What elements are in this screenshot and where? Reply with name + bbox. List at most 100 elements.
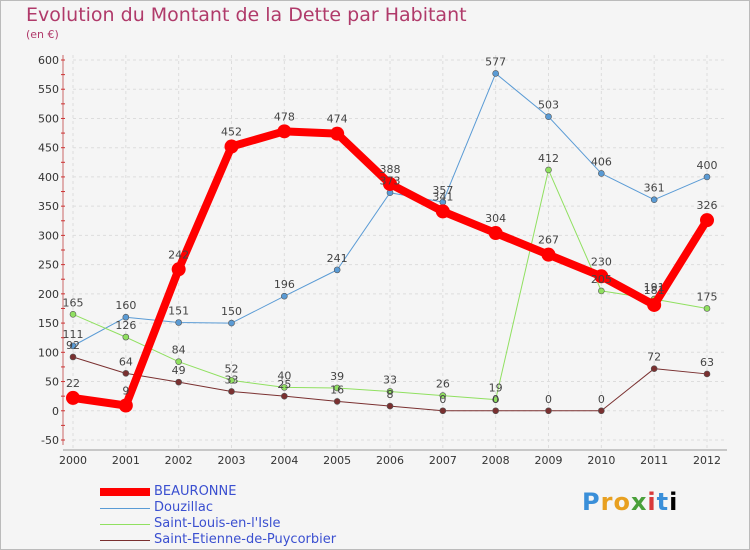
data-label: 205	[591, 273, 612, 286]
x-tick-label: 2003	[218, 454, 246, 467]
y-tick-label: 300	[38, 229, 59, 242]
y-tick-label: 200	[38, 288, 59, 301]
data-label: 503	[538, 99, 559, 112]
y-tick-label: 50	[45, 376, 59, 389]
data-point	[69, 342, 77, 350]
data-point	[122, 370, 130, 377]
y-tick-label: 100	[38, 346, 59, 359]
data-point	[122, 333, 130, 341]
data-label: 9	[122, 385, 129, 398]
legend-label: Saint-Louis-en-l'Isle	[154, 516, 281, 531]
data-label: 0	[598, 393, 605, 406]
data-label: 175	[697, 290, 718, 303]
y-tick-label: 0	[52, 405, 59, 418]
legend-label: Saint-Etienne-de-Puycorbier	[154, 532, 337, 547]
data-label: 0	[492, 393, 499, 406]
y-tick-label: 550	[38, 83, 59, 96]
data-label: 84	[172, 344, 186, 357]
y-tick-label: 500	[38, 112, 59, 125]
data-label: 361	[644, 182, 665, 195]
x-tick-label: 2011	[640, 454, 668, 467]
data-label: 22	[66, 377, 80, 390]
data-point	[439, 392, 447, 399]
data-point	[122, 313, 130, 321]
x-tick-label: 2004	[270, 454, 298, 467]
legend-label: BEAURONNE	[154, 484, 237, 499]
x-tick-label: 2002	[165, 454, 193, 467]
data-point	[228, 388, 235, 395]
data-label: 126	[115, 319, 136, 332]
data-point	[69, 353, 77, 361]
chart-unit: (en €)	[26, 28, 59, 41]
data-label: 230	[591, 255, 612, 268]
data-point	[703, 305, 711, 312]
data-label: 40	[277, 369, 291, 382]
y-tick-label: 400	[38, 171, 59, 184]
data-point	[492, 396, 499, 403]
y-tick-label: 350	[38, 200, 59, 213]
data-label: 8	[387, 388, 394, 401]
data-label: 25	[277, 378, 291, 391]
data-label: 241	[327, 252, 348, 265]
data-point	[541, 247, 556, 262]
data-point	[228, 319, 235, 327]
y-tick-label: -50	[41, 434, 59, 447]
data-point	[333, 398, 341, 405]
data-label: 400	[697, 159, 718, 172]
data-label: 49	[172, 364, 186, 377]
data-point	[439, 407, 447, 415]
data-label: 357	[432, 184, 453, 197]
data-point	[594, 269, 609, 284]
x-tick-label: 2000	[59, 454, 87, 467]
data-point	[700, 213, 714, 228]
data-point	[383, 176, 397, 191]
data-label: 474	[327, 113, 348, 126]
data-label: 0	[545, 393, 552, 406]
data-label: 452	[221, 126, 242, 139]
series	[66, 70, 714, 415]
data-label: 160	[115, 299, 136, 312]
data-point	[492, 70, 499, 77]
data-label: 478	[274, 110, 295, 123]
data-label: 406	[591, 155, 612, 168]
data-label: 26	[436, 378, 450, 391]
data-point	[598, 170, 605, 177]
proxiti-logo: Proxiti	[582, 488, 679, 516]
data-point	[281, 392, 288, 400]
x-tick-label: 2005	[323, 454, 351, 467]
data-point	[175, 319, 182, 326]
data-point	[647, 297, 662, 312]
data-point	[281, 292, 288, 300]
data-point	[650, 196, 658, 204]
data-label: 165	[63, 296, 84, 309]
legend-label: Douzillac	[154, 500, 213, 515]
data-label: 33	[225, 373, 239, 386]
data-point	[598, 287, 605, 295]
data-label: 72	[647, 351, 661, 364]
data-point	[330, 126, 345, 141]
data-point	[281, 384, 288, 391]
chart-title: Evolution du Montant de la Dette par Hab…	[26, 4, 467, 26]
data-point	[171, 262, 186, 277]
data-point	[228, 377, 235, 384]
data-point	[650, 365, 658, 372]
data-point	[545, 166, 552, 174]
data-label: 151	[168, 304, 189, 317]
legend-swatch	[100, 488, 150, 496]
data-label: 52	[225, 362, 239, 375]
data-point	[277, 124, 292, 139]
data-label: 388	[380, 163, 401, 176]
data-label: 373	[380, 175, 401, 188]
data-point	[492, 407, 499, 415]
data-label: 0	[439, 393, 446, 406]
data-point	[175, 358, 182, 365]
grid	[72, 55, 727, 450]
data-point	[175, 378, 182, 386]
data-label: 191	[644, 281, 665, 294]
legend-swatch	[100, 539, 150, 541]
data-label: 181	[644, 284, 665, 297]
data-label: 150	[221, 305, 242, 318]
data-point	[703, 370, 711, 378]
data-label: 33	[383, 373, 397, 386]
